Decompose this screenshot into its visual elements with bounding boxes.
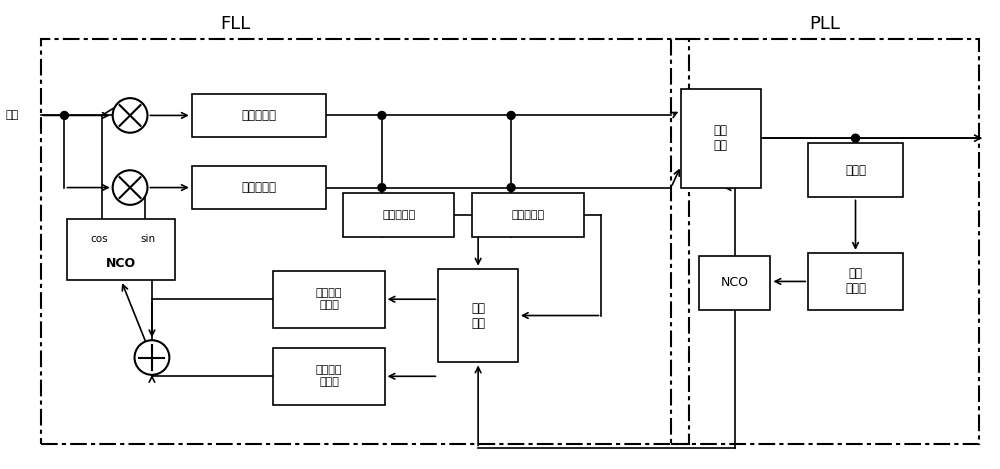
Circle shape	[113, 98, 147, 133]
Circle shape	[135, 340, 169, 375]
Text: 第一环路
滤波器: 第一环路 滤波器	[316, 288, 342, 310]
Text: 低通滤波器: 低通滤波器	[241, 181, 276, 194]
Circle shape	[378, 112, 386, 120]
Bar	[273, 348, 385, 405]
Bar	[343, 194, 454, 237]
Text: 输入: 输入	[6, 110, 19, 121]
Bar	[41, 39, 689, 445]
Bar	[192, 166, 326, 209]
Text: 环路
滤波器: 环路 滤波器	[845, 267, 866, 295]
Text: 切换
控制: 切换 控制	[471, 302, 485, 330]
Bar	[472, 194, 584, 237]
Circle shape	[852, 134, 859, 142]
Text: 低通滤波器: 低通滤波器	[241, 109, 276, 122]
Text: FLL: FLL	[220, 15, 250, 33]
Bar	[192, 94, 326, 137]
Text: 鉴相器: 鉴相器	[845, 164, 866, 177]
Text: 第二鉴频器: 第二鉴频器	[511, 210, 544, 220]
Bar	[67, 219, 175, 280]
Text: 第二环路
滤波器: 第二环路 滤波器	[316, 365, 342, 387]
Circle shape	[113, 170, 147, 205]
Text: NCO: NCO	[106, 257, 136, 270]
Text: PLL: PLL	[810, 15, 841, 33]
Text: sin: sin	[140, 234, 156, 244]
Bar	[438, 269, 518, 363]
Circle shape	[60, 112, 68, 120]
Circle shape	[507, 183, 515, 191]
Circle shape	[378, 183, 386, 191]
Text: NCO: NCO	[721, 276, 749, 289]
Circle shape	[507, 112, 515, 120]
Bar	[808, 253, 903, 310]
Bar	[273, 271, 385, 328]
Text: 第一鉴频器: 第一鉴频器	[382, 210, 415, 220]
Text: 相位
旋转: 相位 旋转	[714, 124, 728, 152]
Text: cos: cos	[91, 234, 108, 244]
Bar	[681, 89, 761, 188]
Bar	[808, 143, 903, 197]
Bar	[699, 256, 770, 310]
Bar	[671, 39, 979, 445]
